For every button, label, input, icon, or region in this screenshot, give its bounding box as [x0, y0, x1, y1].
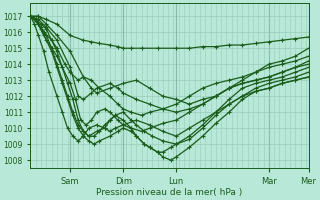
X-axis label: Pression niveau de la mer( hPa ): Pression niveau de la mer( hPa )	[96, 188, 243, 197]
